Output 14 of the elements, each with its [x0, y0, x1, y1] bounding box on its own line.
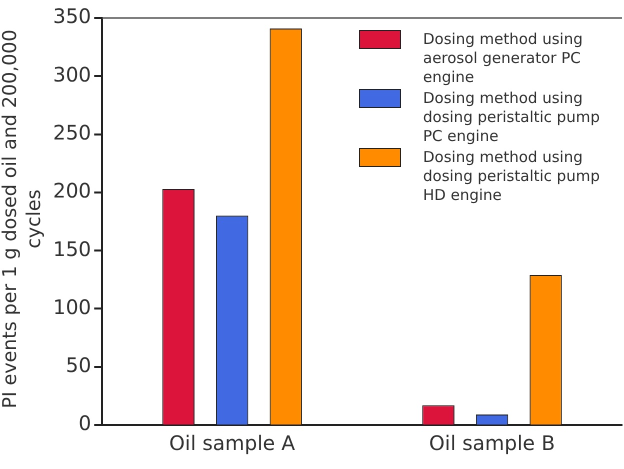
y-tick-label: 100 [52, 294, 92, 319]
y-tick-label: 0 [78, 411, 92, 436]
legend-label: Dosing method using aerosol generator PC engine [423, 30, 584, 87]
legend-label: Dosing method using dosing peristaltic pump PC engine [423, 89, 601, 146]
y-tick-label: 150 [52, 236, 92, 261]
y-tick-label: 50 [66, 353, 92, 378]
legend-label: Dosing method using dosing peristaltic pump HD engine [423, 148, 601, 205]
y-tick-label: 250 [52, 120, 92, 144]
x-tick-label: Oil sample B [429, 431, 556, 456]
y-tick-label: 350 [52, 4, 92, 28]
y-tick-label: 200 [52, 178, 92, 203]
x-tick-label: Oil sample A [169, 431, 296, 456]
y-axis-title: PI events per 1 g dosed oil and 200,000 cycles [0, 28, 46, 410]
y-tick-label: 300 [52, 62, 92, 86]
